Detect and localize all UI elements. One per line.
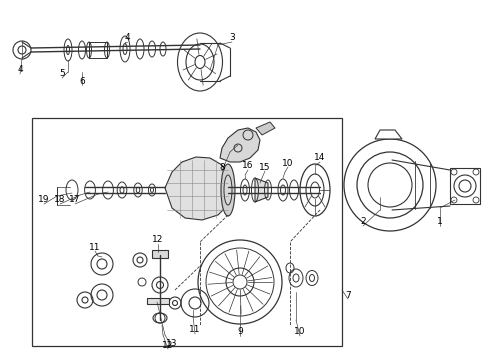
Text: 18: 18 (54, 195, 66, 204)
Polygon shape (255, 178, 268, 202)
Text: 6: 6 (79, 77, 85, 85)
Text: 4: 4 (124, 33, 130, 42)
Bar (450, 168, 480, 204)
Polygon shape (375, 130, 402, 139)
Text: 10: 10 (294, 328, 306, 337)
Text: 1: 1 (437, 217, 443, 226)
Text: 9: 9 (237, 328, 243, 337)
Text: 3: 3 (229, 33, 235, 42)
Bar (32, 118, 342, 346)
Bar (147, 298, 169, 304)
Text: 2: 2 (360, 217, 366, 226)
Bar (152, 250, 168, 258)
Text: 15: 15 (259, 162, 271, 171)
Text: 7: 7 (345, 291, 351, 300)
Polygon shape (165, 157, 228, 220)
Text: 10: 10 (282, 158, 294, 167)
Text: 16: 16 (242, 162, 254, 171)
Text: 5: 5 (59, 69, 65, 78)
Ellipse shape (221, 164, 235, 216)
Text: 12: 12 (152, 235, 164, 244)
Text: 13: 13 (166, 338, 178, 347)
Polygon shape (220, 128, 260, 162)
Ellipse shape (300, 164, 330, 216)
Text: 17: 17 (69, 195, 81, 204)
Text: 8: 8 (219, 162, 225, 171)
Bar (89, 42, 107, 58)
Text: 11: 11 (189, 325, 201, 334)
Polygon shape (256, 122, 275, 135)
Text: 19: 19 (38, 195, 50, 204)
Text: 4: 4 (17, 66, 23, 75)
Text: 11: 11 (89, 243, 101, 252)
Text: 14: 14 (314, 153, 326, 162)
Text: 12: 12 (162, 341, 173, 350)
Ellipse shape (224, 175, 232, 205)
